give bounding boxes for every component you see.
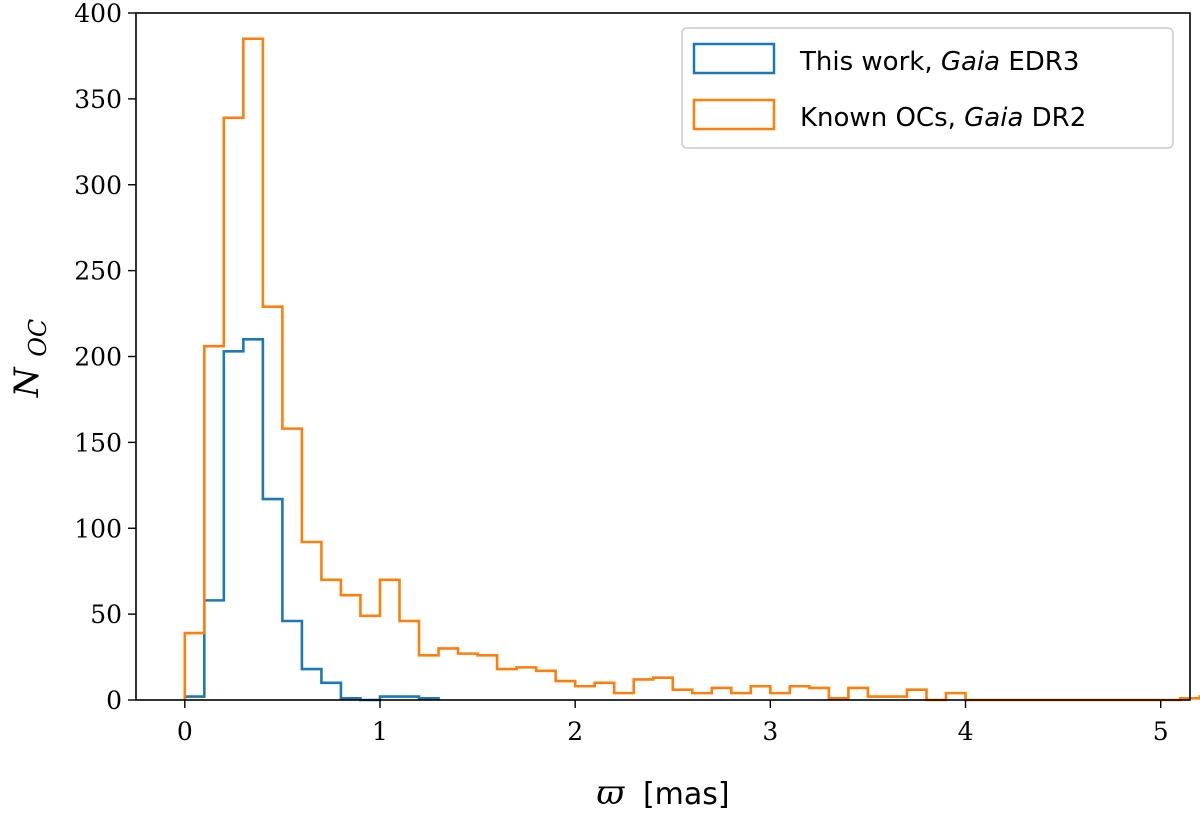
histogram-series-1: [183, 37, 1200, 702]
legend: This work, Gaia EDR3 Known OCs, Gaia DR2: [681, 27, 1174, 149]
y-tick-label: 150: [74, 428, 122, 457]
legend-swatch-known-ocs: [692, 98, 776, 131]
x-tick-label: 5: [1153, 717, 1169, 746]
series-layer: [183, 37, 1200, 702]
x-tick-label: 4: [958, 717, 974, 746]
y-tick-label: 350: [74, 85, 122, 114]
y-axis-subscript: OC: [24, 319, 52, 357]
y-tick-label: 100: [74, 514, 122, 543]
legend-box: [681, 27, 1174, 149]
x-tick-label: 1: [372, 717, 388, 746]
y-tick-label: 300: [74, 171, 122, 200]
y-tick-label: 250: [74, 257, 122, 286]
x-tick-label: 3: [762, 717, 778, 746]
legend-label-this-work: This work, Gaia EDR3: [799, 47, 1079, 77]
x-axis-unit: [mas]: [643, 777, 730, 812]
y-axis-main: N: [7, 366, 47, 398]
y-axis-label: N OC: [7, 319, 52, 399]
legend-swatch-this-work: [692, 42, 776, 75]
x-axis-symbol: ϖ: [596, 773, 625, 813]
y-tick-label: 200: [74, 343, 122, 372]
x-axis-label: ϖ [mas]: [596, 773, 729, 813]
x-tick-label: 2: [567, 717, 583, 746]
legend-label-known-ocs: Known OCs, Gaia DR2: [800, 103, 1086, 133]
y-tick-label: 0: [106, 686, 122, 715]
y-tick-label: 400: [74, 0, 122, 28]
histogram-series-0: [183, 338, 440, 702]
y-tick-label: 50: [90, 600, 122, 629]
x-tick-label: 0: [177, 717, 193, 746]
